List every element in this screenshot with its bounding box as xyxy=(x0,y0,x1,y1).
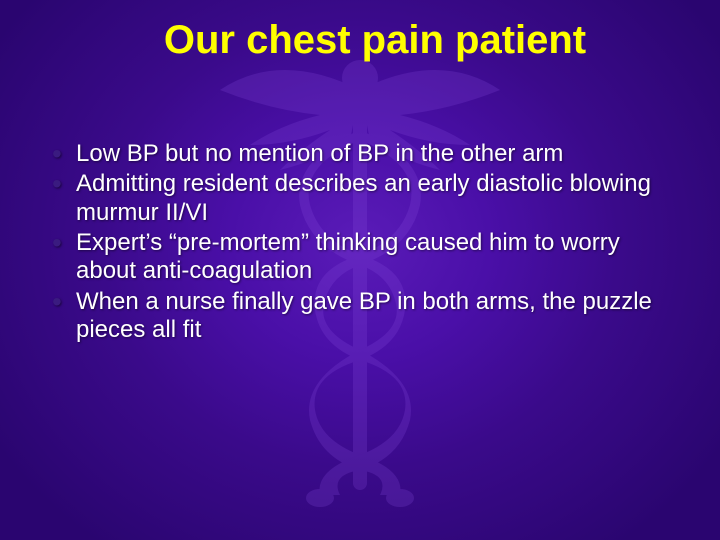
bullet-item: Expert’s “pre-mortem” thinking caused hi… xyxy=(52,229,680,286)
bullet-list: Low BP but no mention of BP in the other… xyxy=(52,140,680,346)
bullet-text: When a nurse finally gave BP in both arm… xyxy=(76,288,652,343)
bullet-text: Low BP but no mention of BP in the other… xyxy=(76,140,563,167)
bullet-text: Expert’s “pre-mortem” thinking caused hi… xyxy=(76,229,620,284)
bullet-item: Low BP but no mention of BP in the other… xyxy=(52,140,680,168)
slide-title: Our chest pain patient xyxy=(0,18,720,63)
bullet-text: Admitting resident describes an early di… xyxy=(76,170,651,225)
slide: Our chest pain patient Low BP but no men… xyxy=(0,0,720,540)
bullet-item: When a nurse finally gave BP in both arm… xyxy=(52,288,680,345)
bullet-item: Admitting resident describes an early di… xyxy=(52,170,680,227)
